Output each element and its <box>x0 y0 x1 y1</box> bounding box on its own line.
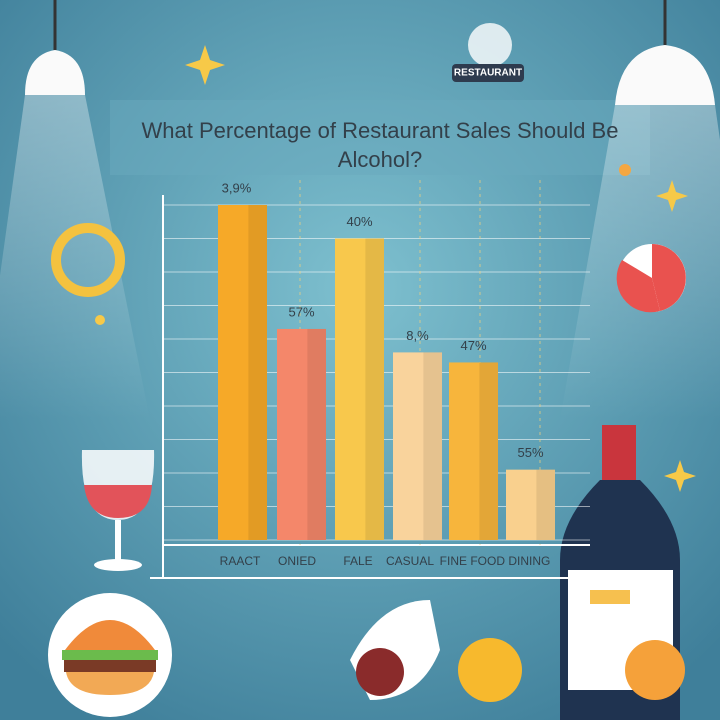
logo: RESTAURANT <box>452 23 524 82</box>
x-tick-label: ONIED <box>278 554 316 568</box>
burger <box>48 593 172 717</box>
bar-label: 8,% <box>406 328 429 343</box>
coin <box>625 640 685 700</box>
bar <box>218 205 267 540</box>
lamp-left <box>0 0 150 420</box>
x-tick-label: CASUAL <box>386 554 434 568</box>
bar <box>506 469 555 540</box>
x-tick-label: FINE FOOD DINING <box>440 554 551 568</box>
logo-text: RESTAURANT <box>454 68 522 79</box>
bar-shade <box>365 238 384 540</box>
chart-title: What Percentage of Restaurant Sales Shou… <box>141 118 619 172</box>
bar <box>449 362 498 540</box>
stars <box>95 45 696 492</box>
title-band <box>110 100 650 175</box>
pot-sauce <box>356 648 404 696</box>
bar-shade <box>479 362 498 540</box>
bar-label: 57% <box>288 304 314 319</box>
plot-area: 3,9% RAACT 57% ONIED 40% FALE 8,% CASUAL 47% FINE… <box>150 180 595 579</box>
bar-shade <box>536 469 555 540</box>
wine-glass <box>81 450 155 571</box>
bar-label: 47% <box>460 338 486 353</box>
lemon <box>458 638 522 702</box>
bar-shade <box>423 352 442 540</box>
bar-label: 40% <box>346 214 372 229</box>
x-tick-label: RAACT <box>220 554 261 568</box>
x-tick-label: FALE <box>343 554 372 568</box>
bar <box>335 238 384 540</box>
bar-shade <box>307 328 326 540</box>
bar <box>277 328 326 540</box>
pie-icon <box>616 244 686 313</box>
bar-label: 55% <box>517 445 543 460</box>
bar <box>393 352 442 540</box>
bar-shade <box>248 205 267 540</box>
bar-label: 3,9% <box>222 180 252 195</box>
ring <box>51 223 125 297</box>
